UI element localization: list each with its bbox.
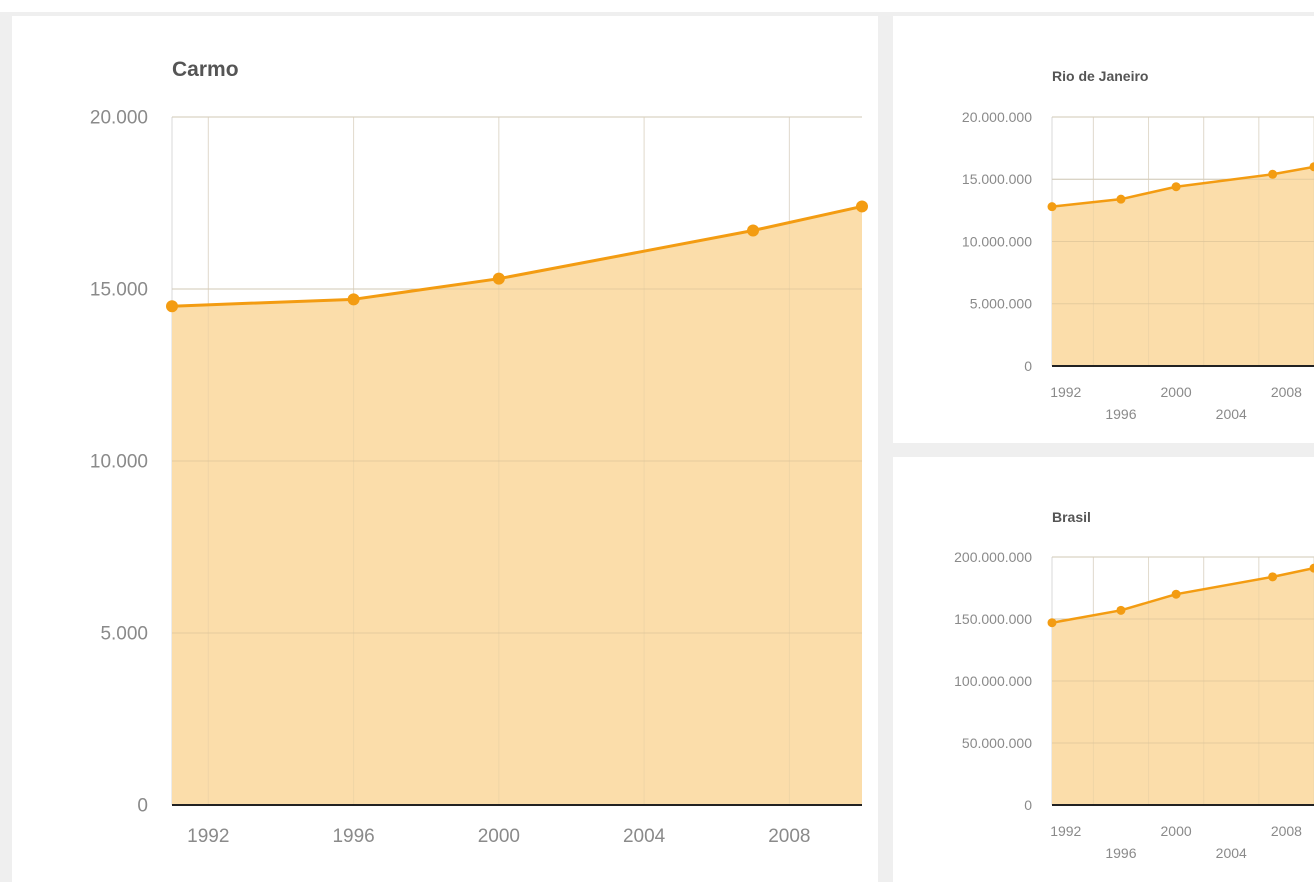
x-tick-label: 2008	[1271, 384, 1302, 400]
x-tick-label: 1996	[1105, 845, 1136, 861]
data-point[interactable]	[1268, 169, 1278, 179]
y-tick-label: 0	[137, 796, 148, 817]
data-point[interactable]	[347, 293, 360, 306]
chart-panel-carmo: Carmo 0 5.000 10.000 15.000 20.000 1992 1996 200…	[12, 16, 878, 882]
y-tick-label: 0	[1024, 797, 1032, 813]
area-fill	[1052, 568, 1314, 805]
chart-panel-rio-de-janeiro: Rio de Janeiro 0 5.000.000 10.000.000 15.000…	[893, 16, 1314, 443]
y-tick-label: 5.000	[100, 624, 148, 645]
x-tick-label: 2004	[1216, 406, 1247, 422]
y-tick-label: 50.000.000	[962, 735, 1032, 751]
x-tick-label: 1996	[1105, 406, 1136, 422]
x-tick-label: 1992	[187, 826, 229, 847]
data-point[interactable]	[1268, 572, 1278, 582]
data-point[interactable]	[856, 200, 868, 213]
data-point[interactable]	[1047, 202, 1057, 212]
chart-carmo: Carmo 0 5.000 10.000 15.000 20.000 1992 1996 200…	[90, 58, 868, 847]
x-tick-label: 1996	[332, 826, 374, 847]
y-tick-label: 15.000.000	[962, 171, 1032, 187]
data-point[interactable]	[1116, 194, 1126, 204]
data-point[interactable]	[1309, 162, 1314, 172]
y-tick-label: 200.000.000	[954, 549, 1032, 565]
chart-brasil: Brasil 0 50.000.000 100.000.000 150.000.000 2…	[954, 509, 1314, 861]
chart-title: Brasil	[1052, 509, 1091, 525]
x-tick-label: 2008	[768, 826, 810, 847]
x-tick-label: 2008	[1271, 823, 1302, 839]
y-tick-label: 0	[1024, 358, 1032, 374]
data-point[interactable]	[747, 224, 760, 237]
chart-rio-de-janeiro: Rio de Janeiro 0 5.000.000 10.000.000 15.000…	[962, 68, 1314, 422]
data-point[interactable]	[492, 272, 505, 285]
data-point[interactable]	[1309, 563, 1314, 573]
data-point[interactable]	[1171, 182, 1181, 192]
y-tick-label: 10.000.000	[962, 233, 1032, 249]
y-tick-label: 15.000	[90, 280, 148, 301]
x-tick-label: 1992	[1050, 823, 1081, 839]
x-tick-label: 2000	[478, 826, 520, 847]
y-tick-label: 5.000.000	[970, 296, 1032, 312]
chart-title: Rio de Janeiro	[1052, 68, 1148, 84]
x-tick-label: 2000	[1161, 823, 1192, 839]
y-tick-label: 150.000.000	[954, 611, 1032, 627]
chart-title: Carmo	[172, 58, 239, 81]
x-tick-label: 1992	[1050, 384, 1081, 400]
area-fill	[172, 206, 862, 805]
data-point[interactable]	[1047, 618, 1057, 628]
x-tick-label: 2004	[623, 826, 666, 847]
chart-panel-brasil: Brasil 0 50.000.000 100.000.000 150.000.000 2…	[893, 457, 1314, 882]
x-tick-label: 2004	[1216, 845, 1247, 861]
data-point[interactable]	[166, 300, 178, 313]
y-tick-label: 20.000.000	[962, 109, 1032, 125]
x-tick-label: 2000	[1161, 384, 1192, 400]
y-tick-label: 20.000	[90, 108, 148, 129]
y-tick-label: 100.000.000	[954, 673, 1032, 689]
y-tick-label: 10.000	[90, 452, 148, 473]
data-point[interactable]	[1116, 605, 1126, 615]
top-strip	[0, 0, 1314, 12]
data-point[interactable]	[1171, 589, 1181, 599]
area-fill	[1052, 166, 1314, 366]
